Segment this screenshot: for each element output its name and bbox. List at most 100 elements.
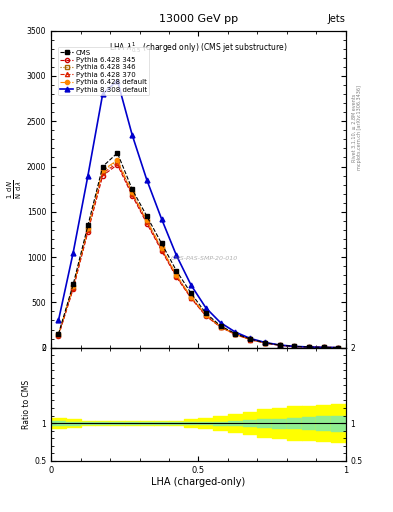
Pythia 8.308 default [56,317,61,324]
Pythia 6.428 default [189,294,193,300]
Pythia 6.428 default [159,245,164,251]
Pythia 6.428 345 [100,173,105,179]
Pythia 6.428 346 [115,158,120,164]
Pythia 8.308 default [100,91,105,97]
Pythia 6.428 345 [233,331,238,337]
Pythia 6.428 default [86,225,90,231]
CMS [336,345,341,351]
Pythia 6.428 345 [56,333,61,339]
Pythia 6.428 345 [321,344,326,350]
Pythia 6.428 345 [204,313,208,319]
Pythia 6.428 346 [86,226,90,232]
Pythia 8.308 default [115,77,120,83]
Pythia 6.428 345 [159,248,164,254]
Pythia 6.428 370 [218,324,223,330]
Y-axis label: $\frac{1}{\mathrm{N}}\,\frac{\mathrm{d}N}{\mathrm{d}\lambda}$: $\frac{1}{\mathrm{N}}\,\frac{\mathrm{d}N… [6,180,24,199]
Pythia 8.308 default [204,305,208,311]
Pythia 6.428 370 [71,285,75,291]
Pythia 6.428 346 [218,324,223,330]
Pythia 6.428 370 [159,247,164,253]
CMS [263,339,267,346]
Pythia 6.428 346 [174,272,179,278]
X-axis label: LHA (charged-only): LHA (charged-only) [151,477,246,487]
Pythia 6.428 370 [263,340,267,346]
Pythia 6.428 default [292,344,297,350]
Pythia 6.428 346 [292,344,297,350]
Text: LHA $\lambda^{1}_{0.5}$ (charged only) (CMS jet substructure): LHA $\lambda^{1}_{0.5}$ (charged only) (… [109,40,288,55]
Pythia 6.428 default [218,324,223,330]
Pythia 6.428 370 [56,332,61,338]
Pythia 6.428 default [100,167,105,173]
Pythia 6.428 346 [145,218,149,224]
Text: CMS-PAS-SMP-20-010: CMS-PAS-SMP-20-010 [171,257,238,262]
Pythia 8.308 default [130,132,134,138]
Pythia 6.428 370 [233,331,238,337]
Pythia 6.428 370 [145,219,149,225]
CMS [100,163,105,169]
Pythia 8.308 default [307,344,311,350]
Pythia 6.428 346 [321,344,326,350]
CMS [307,344,311,350]
CMS [233,331,238,337]
CMS [321,344,326,350]
Text: 13000 GeV pp: 13000 GeV pp [159,14,238,25]
Pythia 6.428 370 [277,342,282,348]
Pythia 6.428 370 [336,345,341,351]
Pythia 6.428 default [130,189,134,195]
Pythia 8.308 default [159,216,164,222]
Pythia 6.428 345 [218,324,223,330]
Line: Pythia 8.308 default: Pythia 8.308 default [56,78,341,350]
CMS [189,290,193,296]
Y-axis label: Ratio to CMS: Ratio to CMS [22,380,31,429]
Pythia 8.308 default [86,173,90,179]
Pythia 6.428 345 [248,336,252,343]
Pythia 6.428 370 [100,170,105,177]
Pythia 6.428 370 [292,344,297,350]
Pythia 6.428 default [263,340,267,346]
Pythia 8.308 default [71,249,75,255]
CMS [86,222,90,228]
Line: Pythia 6.428 346: Pythia 6.428 346 [56,159,341,350]
Pythia 8.308 default [321,344,326,350]
CMS [204,310,208,316]
Pythia 6.428 345 [130,193,134,199]
Pythia 6.428 345 [71,286,75,292]
CMS [174,268,179,274]
Pythia 8.308 default [233,329,238,335]
Pythia 6.428 default [56,331,61,337]
Pythia 8.308 default [189,282,193,288]
Pythia 8.308 default [336,345,341,351]
Text: Rivet 3.1.10, ≥ 2.8M events: Rivet 3.1.10, ≥ 2.8M events [352,94,357,162]
Pythia 6.428 345 [263,340,267,346]
Text: mcplots.cern.ch [arXiv:1306.3436]: mcplots.cern.ch [arXiv:1306.3436] [357,86,362,170]
Pythia 6.428 default [321,344,326,350]
Pythia 6.428 346 [248,336,252,343]
Pythia 6.428 345 [307,344,311,350]
CMS [277,342,282,348]
Pythia 6.428 346 [204,312,208,318]
Pythia 6.428 345 [145,221,149,227]
Pythia 8.308 default [263,339,267,346]
Pythia 6.428 default [71,283,75,289]
CMS [145,214,149,220]
Pythia 6.428 default [248,336,252,343]
Pythia 6.428 370 [130,191,134,197]
Legend: CMS, Pythia 6.428 345, Pythia 6.428 346, Pythia 6.428 370, Pythia 6.428 default,: CMS, Pythia 6.428 345, Pythia 6.428 346,… [57,47,149,95]
Pythia 6.428 345 [277,343,282,349]
Line: Pythia 6.428 345: Pythia 6.428 345 [56,163,341,350]
Pythia 6.428 370 [115,160,120,166]
Pythia 6.428 345 [292,344,297,350]
Pythia 6.428 346 [263,340,267,346]
CMS [115,150,120,156]
Pythia 6.428 default [233,331,238,337]
Pythia 6.428 346 [189,294,193,300]
Pythia 6.428 default [307,344,311,350]
Pythia 6.428 345 [174,274,179,280]
Pythia 8.308 default [277,342,282,348]
Text: Jets: Jets [328,14,346,25]
Pythia 6.428 346 [100,168,105,174]
CMS [218,323,223,329]
Pythia 8.308 default [218,319,223,326]
Pythia 6.428 345 [115,162,120,168]
Pythia 8.308 default [145,177,149,183]
